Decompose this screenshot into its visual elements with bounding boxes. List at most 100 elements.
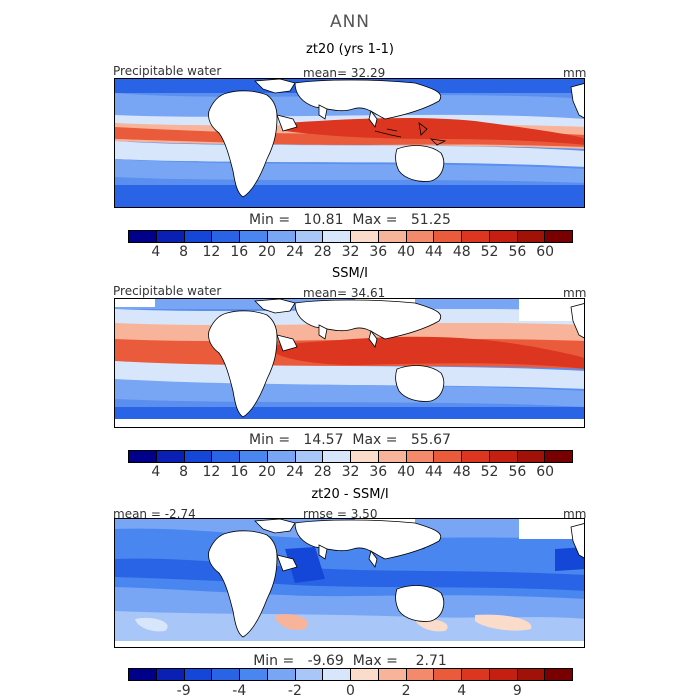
panel2-colorbar-ticks: 4 8 12 16 20 24 28 32 36 40 44 48 52 56 60 (128, 464, 573, 480)
colorbar-swatch (323, 451, 351, 462)
colorbar-tick-label: -4 (232, 683, 247, 699)
colorbar-swatch (323, 231, 351, 242)
colorbar-tick-label: 28 (313, 244, 332, 260)
figure-title: ANN (329, 12, 371, 32)
panel2-map (114, 298, 585, 428)
colorbar-tick-label: 32 (341, 464, 360, 480)
colorbar-swatch (378, 669, 407, 680)
colorbar-swatch (406, 231, 435, 242)
colorbar-swatch (378, 231, 407, 242)
colorbar-tick-label: 40 (397, 464, 416, 480)
colorbar-tick-label: 2 (401, 683, 411, 699)
panel2-variable-label: Precipitable water (113, 284, 222, 298)
colorbar-swatch (212, 451, 240, 462)
panel1-units: mm (563, 66, 587, 80)
colorbar-swatch (129, 669, 157, 680)
colorbar-swatch (462, 451, 490, 462)
colorbar-swatch (240, 231, 268, 242)
colorbar-tick-label: 52 (480, 244, 499, 260)
panel1-title: zt20 (yrs 1-1) (306, 42, 394, 57)
colorbar-swatch (351, 451, 379, 462)
colorbar-tick-label: 4 (457, 683, 467, 699)
colorbar-swatch (406, 669, 435, 680)
panel3-colorbar-ticks: -9 -4 -2 0 2 4 9 (128, 683, 573, 699)
colorbar-swatch (517, 669, 546, 680)
colorbar-tick-label: 16 (230, 244, 249, 260)
colorbar-swatch (517, 231, 546, 242)
colorbar-tick-label: 8 (179, 464, 189, 480)
colorbar-swatch (267, 451, 296, 462)
colorbar-swatch (406, 451, 435, 462)
colorbar-tick-label: 24 (285, 244, 304, 260)
colorbar-swatch (295, 231, 324, 242)
colorbar-swatch (156, 231, 185, 242)
colorbar-swatch (489, 669, 518, 680)
colorbar-tick-label: 16 (230, 464, 249, 480)
colorbar-swatch (462, 669, 490, 680)
panel1-colorbar (128, 230, 573, 243)
panel3-map (114, 518, 585, 648)
colorbar-swatch (351, 231, 379, 242)
colorbar-swatch (545, 669, 572, 680)
colorbar-tick-label: -9 (176, 683, 191, 699)
colorbar-tick-label: 4 (151, 244, 161, 260)
colorbar-tick-label: 56 (508, 464, 527, 480)
colorbar-tick-label: 12 (202, 244, 221, 260)
colorbar-tick-label: 36 (369, 244, 388, 260)
colorbar-tick-label: 48 (452, 244, 471, 260)
panel3-units: mm (563, 507, 587, 521)
colorbar-tick-label: 60 (536, 244, 555, 260)
colorbar-swatch (267, 669, 296, 680)
colorbar-tick-label: 28 (313, 464, 332, 480)
panel2-minmax: Min = 14.57 Max = 55.67 (249, 432, 451, 448)
colorbar-swatch (129, 451, 157, 462)
colorbar-swatch (489, 231, 518, 242)
colorbar-tick-label: 32 (341, 244, 360, 260)
colorbar-tick-label: 48 (452, 464, 471, 480)
panel3-title: zt20 - SSM/I (311, 487, 389, 502)
colorbar-swatch (267, 231, 296, 242)
colorbar-tick-label: 40 (397, 244, 416, 260)
colorbar-tick-label: 36 (369, 464, 388, 480)
colorbar-tick-label: 4 (151, 464, 161, 480)
colorbar-swatch (240, 669, 268, 680)
colorbar-swatch (156, 451, 185, 462)
colorbar-swatch (351, 669, 379, 680)
colorbar-swatch (295, 451, 324, 462)
colorbar-tick-label: 12 (202, 464, 221, 480)
colorbar-tick-label: 20 (258, 464, 276, 480)
colorbar-swatch (240, 451, 268, 462)
colorbar-tick-label: 44 (425, 464, 443, 480)
colorbar-swatch (129, 231, 157, 242)
panel1-variable-label: Precipitable water (113, 64, 222, 78)
colorbar-tick-label: 56 (508, 244, 527, 260)
panel1-minmax: Min = 10.81 Max = 51.25 (249, 212, 451, 228)
panel1-map (114, 78, 585, 208)
colorbar-swatch (489, 451, 518, 462)
colorbar-tick-label: 9 (512, 683, 522, 699)
panel1-colorbar-ticks: 4 8 12 16 20 24 28 32 36 40 44 48 52 56 60 (128, 244, 573, 260)
colorbar-swatch (545, 451, 572, 462)
colorbar-tick-label: 0 (346, 683, 355, 699)
colorbar-swatch (212, 231, 240, 242)
colorbar-swatch (295, 669, 324, 680)
colorbar-swatch (378, 451, 407, 462)
panel1-mean-label: mean= 32.29 (303, 66, 386, 80)
colorbar-tick-label: 8 (179, 244, 189, 260)
panel3-rmse-label: rmse = 3.50 (303, 507, 378, 521)
colorbar-tick-label: 60 (536, 464, 555, 480)
colorbar-swatch (517, 451, 546, 462)
colorbar-swatch (212, 669, 240, 680)
colorbar-tick-label: 44 (425, 244, 443, 260)
colorbar-swatch (184, 231, 213, 242)
colorbar-swatch (545, 231, 572, 242)
colorbar-swatch (184, 451, 213, 462)
colorbar-swatch (434, 451, 462, 462)
panel2-colorbar (128, 450, 573, 463)
colorbar-tick-label: 52 (480, 464, 499, 480)
colorbar-tick-label: -2 (287, 683, 302, 699)
panel3-minmax: Min = -9.69 Max = 2.71 (253, 653, 447, 669)
colorbar-swatch (462, 231, 490, 242)
panel2-title: SSM/I (332, 266, 368, 281)
colorbar-swatch (156, 669, 185, 680)
